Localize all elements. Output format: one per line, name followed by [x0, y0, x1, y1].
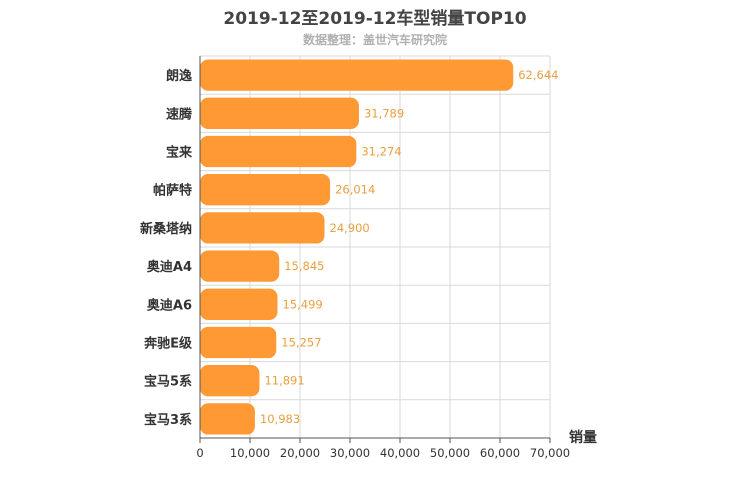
x-tick-label: 30,000	[330, 446, 370, 460]
bar	[200, 326, 277, 359]
value-label: 26,014	[335, 183, 375, 197]
category-label: 奥迪A4	[147, 259, 192, 275]
category-label: 新桑塔纳	[140, 221, 192, 237]
value-label: 62,644	[518, 68, 558, 82]
category-label: 速腾	[166, 106, 193, 122]
chart-subtitle: 数据整理：盖世汽车研究院	[302, 33, 447, 47]
category-label: 宝来	[166, 145, 193, 161]
bar	[200, 135, 357, 168]
value-label: 15,845	[284, 259, 324, 273]
bar	[200, 212, 325, 244]
x-tick-label: 10,000	[230, 446, 270, 460]
x-tick-label: 50,000	[430, 446, 470, 460]
category-label: 帕萨特	[153, 183, 192, 199]
bar	[200, 288, 278, 320]
bar	[200, 97, 359, 129]
bar	[200, 250, 280, 282]
value-label: 15,499	[282, 297, 322, 311]
label-layer: 62,644 朗逸 31,789 速腾 31,274 宝来 26,014 帕萨特 24,900 新…	[140, 68, 558, 428]
x-tick-label: 60,000	[480, 446, 520, 460]
bar-layer	[200, 59, 514, 435]
value-label: 24,900	[330, 221, 370, 235]
category-label: 奔驰E级	[143, 336, 193, 352]
value-label: 11,891	[264, 374, 304, 388]
x-tick-label: 40,000	[380, 446, 420, 460]
value-label: 10,983	[260, 412, 300, 426]
value-label: 15,257	[281, 336, 321, 350]
x-tick-label: 20,000	[280, 446, 320, 460]
bar	[200, 59, 514, 91]
value-label: 31,274	[361, 145, 401, 159]
category-label: 宝马3系	[144, 412, 192, 428]
bar	[200, 365, 260, 397]
x-axis-title: 销量	[569, 429, 597, 446]
bar	[200, 174, 331, 206]
bar	[200, 403, 255, 435]
x-tick-label: 0	[196, 446, 203, 460]
category-label: 奥迪A6	[147, 297, 192, 313]
value-label: 31,789	[364, 106, 404, 120]
axis-layer: 0 10,000 20,000 30,000 40,000 50,000 60,000 70,…	[196, 56, 597, 460]
chart-title: 2019-12至2019-12车型销量TOP10	[223, 9, 527, 29]
category-label: 朗逸	[166, 68, 192, 84]
x-tick-label: 70,000	[530, 446, 570, 460]
category-label: 宝马5系	[144, 374, 192, 390]
